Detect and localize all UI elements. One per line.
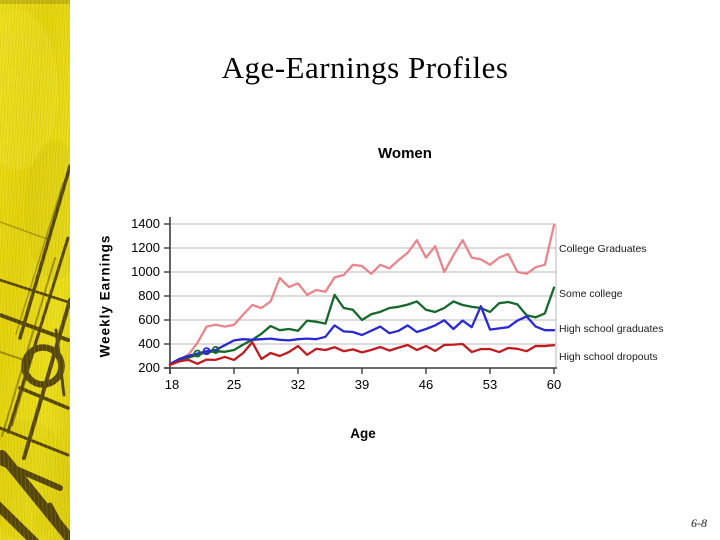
legend-label-some-college: Some college xyxy=(559,288,623,300)
series-line-high-school-graduates xyxy=(168,305,556,366)
y-tick-label-400: 400 xyxy=(138,336,160,351)
y-tick-label-1000: 1000 xyxy=(131,264,160,279)
y-tick-label-1400: 1400 xyxy=(131,216,160,231)
slide-title: Age-Earnings Profiles xyxy=(221,50,509,85)
y-tick-label-800: 800 xyxy=(138,288,160,303)
legend-label-high-school-dropouts: High school dropouts xyxy=(559,351,658,363)
legend-label-high-school-graduates: High school graduates xyxy=(559,323,664,335)
series-line-high-school-dropouts xyxy=(168,341,556,367)
x-tick-label-39: 39 xyxy=(354,377,370,392)
series-line-college-graduates xyxy=(168,224,556,366)
x-tick-label-32: 32 xyxy=(290,377,306,392)
early-point-marker xyxy=(202,347,211,356)
series-line-some-college xyxy=(168,286,556,366)
x-tick-label-18: 18 xyxy=(164,377,180,392)
early-point-marker xyxy=(211,346,220,354)
x-tick-label-25: 25 xyxy=(226,377,242,392)
chart-title: Women xyxy=(378,145,432,162)
x-tick-label-53: 53 xyxy=(482,377,498,392)
page-number: 6-8 xyxy=(691,516,707,530)
legend-label-college-graduates: College Graduates xyxy=(559,243,647,255)
y-tick-label-200: 200 xyxy=(138,360,160,375)
x-tick-label-46: 46 xyxy=(418,377,434,392)
y-tick-label-1200: 1200 xyxy=(131,240,160,255)
y-tick-label-600: 600 xyxy=(138,312,160,327)
early-point-marker xyxy=(193,349,202,358)
x-tick-label-60: 60 xyxy=(546,377,562,392)
x-axis-title: Age xyxy=(350,426,376,441)
